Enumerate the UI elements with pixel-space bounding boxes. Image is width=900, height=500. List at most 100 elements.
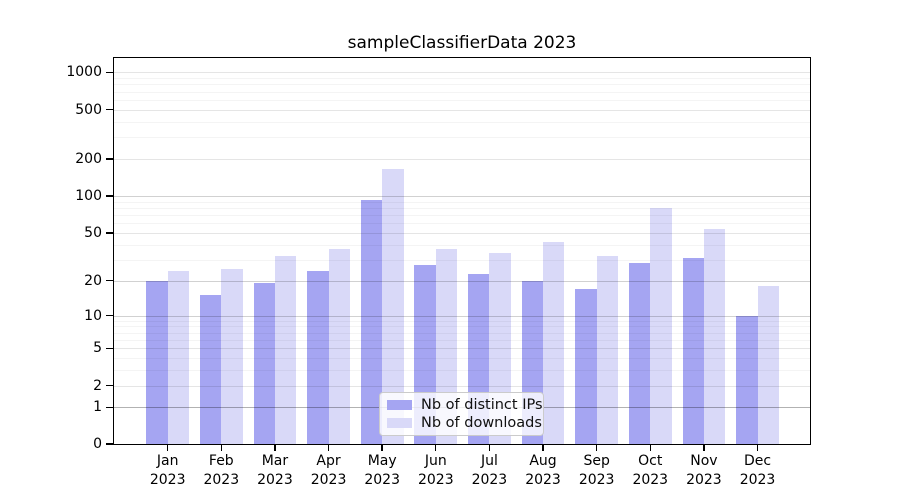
x-tick-jun <box>435 445 437 451</box>
bar-ips-oct <box>628 263 651 444</box>
bar-downloads-sep <box>596 256 619 444</box>
gridline-y-30 <box>114 259 810 261</box>
x-tick-label-may: May 2023 <box>364 453 400 488</box>
gridline-y-100 <box>114 196 810 198</box>
gridline-y-800 <box>114 84 810 86</box>
bar-downloads-dec <box>757 286 779 444</box>
legend-swatch-distinct-ips <box>387 400 412 410</box>
bar-downloads-feb <box>221 269 243 444</box>
gridline-y-50 <box>114 232 810 234</box>
gridline-y-80 <box>114 207 810 209</box>
y-tick-label-500: 500 <box>75 101 102 118</box>
gridline-y-7 <box>114 332 810 334</box>
bar-ips-mar <box>253 283 275 444</box>
gridline-y-700 <box>114 91 810 93</box>
x-tick-label-jan: Jan 2023 <box>149 453 186 488</box>
x-tick-nov <box>703 445 705 451</box>
legend-swatch-downloads <box>387 418 412 428</box>
gridline-y-40 <box>114 244 810 246</box>
x-tick-label-jul: Jul 2023 <box>471 453 508 488</box>
bar-ips-dec <box>736 315 758 444</box>
y-tick-100 <box>106 195 113 197</box>
chart-title: sampleClassifierData 2023 <box>347 33 577 53</box>
x-tick-apr <box>327 445 330 451</box>
gridline-y-500 <box>114 109 810 111</box>
x-tick-oct <box>649 445 651 451</box>
y-tick-label-5: 5 <box>93 340 102 357</box>
y-tick-0 <box>106 443 113 445</box>
y-tick-label-0: 0 <box>93 436 102 452</box>
y-tick-20 <box>106 280 113 282</box>
legend-entry-distinct-ips: Nb of distinct IPs <box>387 397 543 413</box>
legend-label-distinct-ips: Nb of distinct IPs <box>421 397 543 413</box>
gridline-y-8 <box>114 326 810 328</box>
x-tick-label-feb: Feb 2023 <box>203 453 240 488</box>
x-tick-sep <box>595 445 598 451</box>
gridline-y-6 <box>114 339 810 341</box>
gridline-y-60 <box>114 223 810 225</box>
gridline-y-70 <box>114 215 810 217</box>
legend: Nb of distinct IPs Nb of downloads <box>379 392 544 436</box>
y-tick-label-1000: 1000 <box>66 64 102 81</box>
legend-entry-downloads: Nb of downloads <box>387 415 542 431</box>
y-tick-label-50: 50 <box>84 224 102 241</box>
x-tick-label-nov: Nov 2023 <box>686 453 722 488</box>
gridline-y-9 <box>114 320 810 322</box>
bar-downloads-apr <box>328 248 350 444</box>
bar-downloads-oct <box>650 207 672 444</box>
bar-ips-nov <box>682 257 704 444</box>
bar-ips-may <box>360 199 383 444</box>
bar-downloads-nov <box>703 228 726 444</box>
x-tick-aug <box>542 445 544 451</box>
gridline-y-5 <box>114 348 810 350</box>
gridline-y-4 <box>114 358 810 360</box>
y-tick-50 <box>106 232 113 234</box>
bar-downloads-aug <box>543 242 565 444</box>
y-tick-200 <box>106 158 113 160</box>
x-tick-may <box>381 445 383 451</box>
gridline-y-90 <box>114 201 810 203</box>
gridline-y-200 <box>114 158 810 160</box>
x-tick-jul <box>488 445 491 451</box>
bar-ips-jan <box>146 280 168 444</box>
y-tick-5 <box>106 347 113 349</box>
y-tick-label-200: 200 <box>75 150 102 167</box>
gridline-y-2 <box>114 385 810 387</box>
x-tick-jan <box>167 445 169 451</box>
bar-downloads-mar <box>274 256 297 444</box>
legend-label-downloads: Nb of downloads <box>421 415 542 431</box>
x-tick-mar <box>274 445 276 451</box>
y-tick-label-2: 2 <box>93 377 102 394</box>
gridline-y-900 <box>114 78 810 80</box>
x-tick-label-apr: Apr 2023 <box>310 453 347 488</box>
x-tick-label-oct: Oct 2023 <box>632 453 669 488</box>
gridline-y-600 <box>114 99 810 101</box>
gridline-y-3 <box>114 370 810 372</box>
bar-ips-feb <box>199 295 222 444</box>
y-tick-label-100: 100 <box>75 188 102 205</box>
gridline-y-1000 <box>114 72 810 74</box>
y-tick-500 <box>106 109 113 111</box>
gridline-y-10 <box>114 315 810 317</box>
y-tick-1 <box>106 406 113 409</box>
y-tick-label-10: 10 <box>84 307 102 324</box>
x-tick-label-jun: Jun 2023 <box>417 453 454 488</box>
x-tick-label-mar: Mar 2023 <box>257 453 293 488</box>
gridline-y-20 <box>114 280 810 282</box>
x-tick-label-dec: Dec 2023 <box>739 453 776 488</box>
bar-downloads-may <box>382 169 404 444</box>
x-tick-feb <box>220 445 222 451</box>
gridline-y-300 <box>114 137 810 139</box>
x-tick-label-sep: Sep 2023 <box>578 453 615 488</box>
y-tick-1000 <box>106 71 113 74</box>
bar-ips-apr <box>307 271 329 444</box>
y-tick-10 <box>106 314 113 317</box>
y-tick-label-1: 1 <box>93 399 102 416</box>
x-tick-label-aug: Aug 2023 <box>525 453 561 488</box>
y-tick-2 <box>106 384 113 387</box>
bar-ips-sep <box>575 289 597 444</box>
bar-downloads-jan <box>167 271 190 444</box>
gridline-y-400 <box>114 121 810 123</box>
x-tick-dec <box>756 445 759 451</box>
